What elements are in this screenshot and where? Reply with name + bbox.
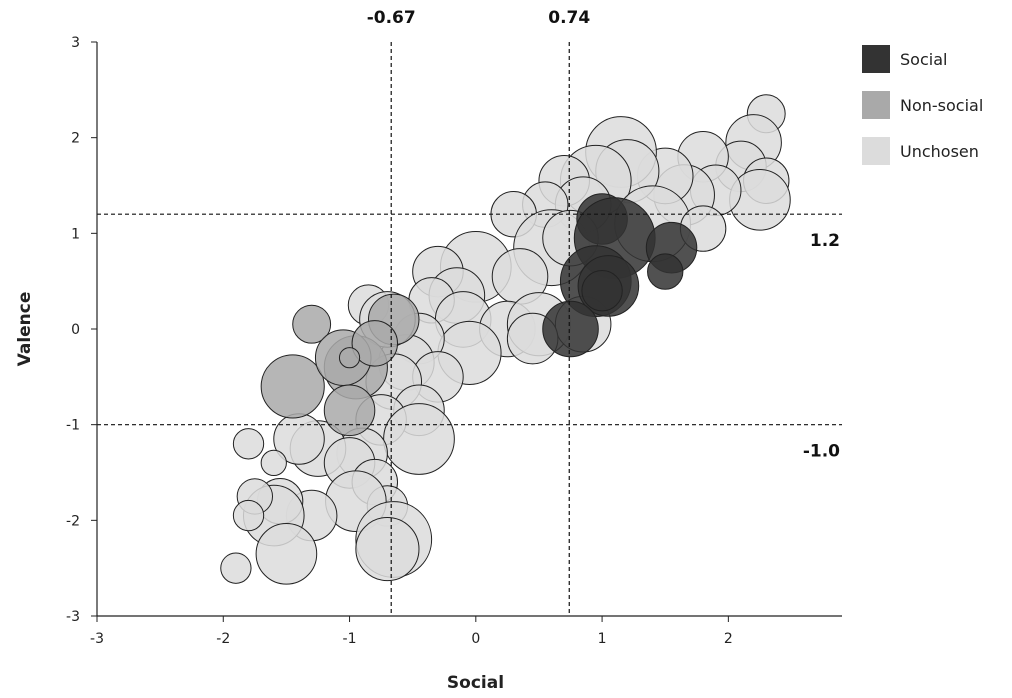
bubble-unchosen (355, 516, 420, 582)
y-tick-label: 3 (71, 35, 80, 51)
bubble-non-social (323, 384, 376, 437)
legend-swatch (862, 45, 890, 73)
legend-label: Social (900, 50, 947, 69)
bubble-social (647, 253, 684, 290)
x-tick-label: 1 (598, 631, 607, 647)
y-tick-label: -1 (66, 418, 80, 434)
y-tick-label: -2 (66, 513, 80, 529)
y-tick-label: 0 (71, 322, 80, 338)
legend-label: Unchosen (900, 142, 979, 161)
bubble-social (542, 300, 599, 358)
x-tick-label: -3 (90, 631, 104, 647)
x-tick-label: -2 (216, 631, 230, 647)
bubble-unchosen (220, 552, 252, 584)
bubble-non-social (338, 347, 361, 369)
vertical-reference-label: 0.74 (548, 8, 590, 28)
bubble-social (581, 270, 623, 312)
reference-lines (97, 42, 842, 616)
bubble-unchosen (383, 403, 455, 475)
bubble-unchosen (232, 428, 265, 460)
legend-label: Non-social (900, 96, 983, 115)
bubble-non-social (292, 304, 332, 344)
y-tick-label: -3 (66, 609, 80, 625)
bubble-non-social (351, 320, 399, 367)
horizontal-reference-label: -1.0 (803, 442, 840, 462)
bubble-unchosen (260, 449, 287, 477)
legend-swatch (862, 91, 890, 119)
legend-swatch (862, 137, 890, 165)
bubble-unchosen (232, 499, 265, 532)
y-tick-label: 2 (71, 131, 80, 147)
tick-labels: -3 -2 -1 0 1 2 -3 -2 -1 0 1 2 3 (66, 35, 733, 647)
reference-line-labels: -0.67 0.74 1.2 -1.0 (367, 8, 840, 462)
x-axis-label: Social (447, 673, 504, 693)
horizontal-reference-label: 1.2 (810, 231, 840, 251)
x-tick-label: 0 (471, 631, 480, 647)
y-axis-label: Valence (15, 292, 35, 367)
bubble-unchosen (255, 523, 318, 585)
legend: Social Non-social Unchosen (862, 45, 983, 165)
bubble-non-social (260, 354, 325, 419)
vertical-reference-label: -0.67 (367, 8, 416, 28)
x-tick-label: -1 (343, 631, 357, 647)
x-tick-label: 2 (724, 631, 733, 647)
bubbles-layer (220, 94, 791, 585)
axes (91, 41, 842, 622)
y-tick-label: 1 (71, 226, 80, 242)
